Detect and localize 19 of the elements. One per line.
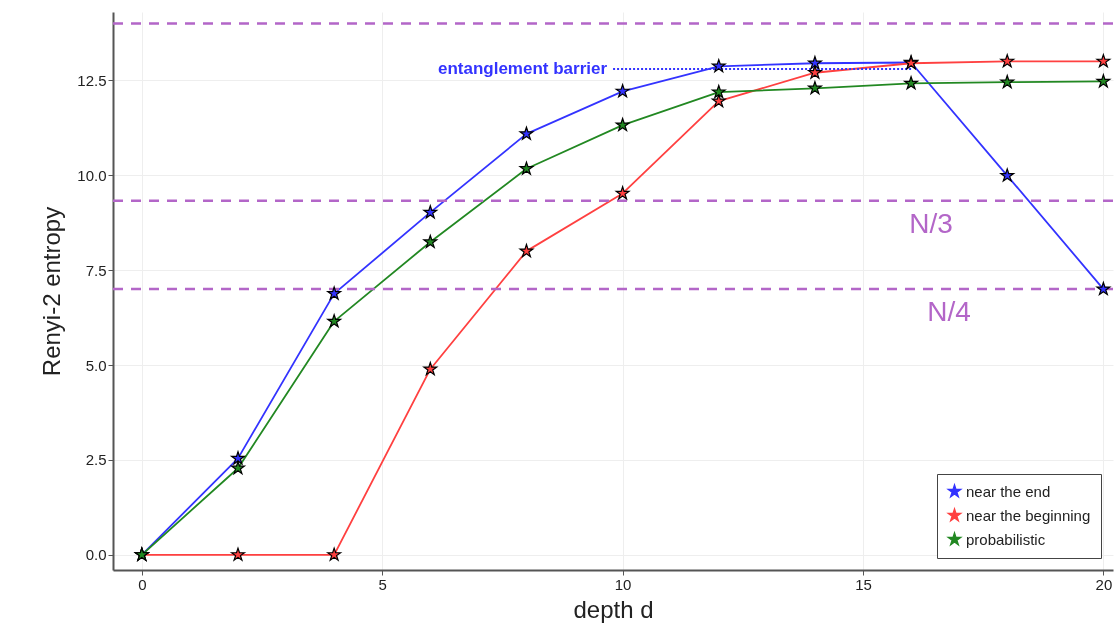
y-tick-label: 2.5 xyxy=(85,451,107,469)
y-tick-label: 0.0 xyxy=(85,546,107,564)
legend-label: near the beginning xyxy=(966,506,1091,524)
x-tick-label: 0 xyxy=(138,575,147,593)
y-tick-label: 5.0 xyxy=(85,356,107,374)
annotation: entanglement barrier xyxy=(437,58,608,78)
y-tick-label: 7.5 xyxy=(85,261,107,279)
y-tick-label: 10.0 xyxy=(77,166,107,184)
x-tick-label: 10 xyxy=(614,575,632,593)
x-tick-label: 5 xyxy=(378,575,387,593)
x-tick-label: 15 xyxy=(855,575,872,593)
x-tick-label: 20 xyxy=(1095,575,1113,593)
legend-label: probabilistic xyxy=(966,530,1046,548)
x-axis-title: depth d xyxy=(573,595,654,623)
y-axis-title: Renyi-2 entropy xyxy=(38,206,66,377)
legend-label: near the end xyxy=(966,482,1051,500)
ref-line-label: N/4 xyxy=(927,296,971,328)
y-tick-label: 12.5 xyxy=(77,71,107,89)
ref-line-label: N/3 xyxy=(909,207,953,239)
